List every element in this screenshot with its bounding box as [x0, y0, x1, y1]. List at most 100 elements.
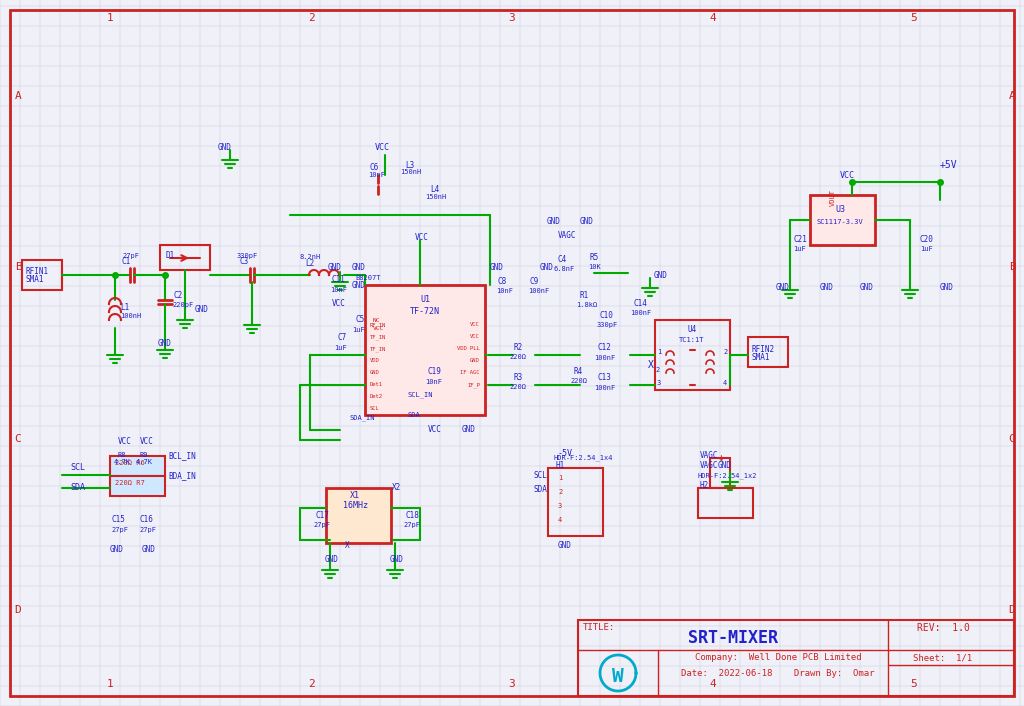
Text: VCC: VCC [332, 299, 346, 308]
Text: C21: C21 [794, 236, 808, 244]
Text: L3: L3 [406, 160, 415, 169]
Text: R9: R9 [140, 452, 148, 458]
Text: 330pF: 330pF [597, 322, 618, 328]
Text: 2: 2 [308, 13, 314, 23]
Text: GND: GND [110, 546, 124, 554]
Text: 10nF: 10nF [330, 287, 347, 293]
Bar [710, 458, 730, 488]
Text: H2: H2 [700, 481, 710, 489]
Text: GND: GND [540, 263, 554, 273]
Text: 1: 1 [558, 475, 562, 481]
Text: GND: GND [580, 217, 594, 227]
Text: C18: C18 [406, 510, 419, 520]
Text: GND: GND [390, 556, 403, 565]
Text: SC1117-3.3V: SC1117-3.3V [816, 219, 863, 225]
Text: SMA1: SMA1 [752, 352, 770, 361]
Text: SCL: SCL [534, 472, 548, 481]
Text: R4: R4 [573, 368, 583, 376]
Text: 220Ω: 220Ω [570, 378, 587, 384]
Text: VCC: VCC [140, 438, 154, 446]
Text: A: A [14, 91, 22, 101]
Text: C7: C7 [337, 333, 346, 342]
Text: 1uF: 1uF [334, 345, 347, 351]
Text: VDD PLL: VDD PLL [458, 347, 480, 352]
Text: C14: C14 [633, 299, 647, 308]
Text: 2: 2 [655, 367, 659, 373]
Text: GND: GND [470, 359, 480, 364]
Text: Det2: Det2 [370, 395, 383, 400]
Text: SDA: SDA [534, 486, 548, 494]
Text: GND: GND [328, 263, 342, 273]
Text: GND: GND [860, 284, 873, 292]
Text: 10K: 10K [588, 264, 601, 270]
Text: REV:  1.0: REV: 1.0 [916, 623, 970, 633]
Bar [655, 320, 730, 390]
Text: 5: 5 [910, 13, 916, 23]
Text: X2: X2 [392, 484, 401, 493]
Text: 4: 4 [723, 380, 727, 386]
Text: TF_IN: TF_IN [370, 346, 386, 352]
Text: 3: 3 [509, 13, 515, 23]
Text: RFIN1: RFIN1 [26, 268, 49, 277]
Text: VCC: VCC [428, 426, 442, 434]
Text: B: B [1009, 262, 1016, 273]
Text: C20: C20 [920, 236, 934, 244]
Text: +5V: +5V [940, 160, 957, 170]
Text: GND: GND [325, 556, 339, 565]
Text: C11: C11 [332, 275, 346, 285]
Text: IF_P: IF_P [467, 382, 480, 388]
Text: 16MHz: 16MHz [342, 501, 368, 510]
Text: 3: 3 [558, 503, 562, 509]
Text: VCC: VCC [840, 171, 855, 179]
Text: SDA: SDA [408, 412, 421, 418]
Text: C3: C3 [240, 258, 249, 266]
Text: 27pF: 27pF [139, 527, 156, 533]
Text: RFIN2: RFIN2 [752, 345, 775, 354]
Text: 220pF: 220pF [172, 302, 194, 308]
Text: W: W [612, 666, 624, 686]
Text: C4: C4 [557, 256, 566, 265]
Text: 220Ω: 220Ω [509, 384, 526, 390]
Text: GND: GND [195, 306, 209, 314]
Text: Sheet:  1/1: Sheet: 1/1 [913, 654, 973, 662]
Text: 4: 4 [710, 679, 716, 689]
Bar [110, 476, 165, 496]
Text: GND: GND [654, 272, 668, 280]
Bar [548, 468, 603, 536]
Bar [748, 337, 788, 367]
Bar [160, 245, 210, 270]
Text: VCC: VCC [373, 326, 384, 332]
Text: GND: GND [820, 284, 834, 292]
Text: 3: 3 [657, 380, 662, 386]
Text: C: C [1009, 433, 1016, 444]
Text: C1: C1 [122, 258, 131, 266]
Text: D1: D1 [165, 251, 174, 260]
Text: GND: GND [462, 426, 476, 434]
Bar [698, 488, 753, 518]
Text: 27pF: 27pF [403, 522, 420, 528]
Text: 1: 1 [108, 13, 114, 23]
Text: 1.8kΩ: 1.8kΩ [575, 302, 597, 308]
Text: B8207T: B8207T [355, 275, 381, 281]
Text: 4: 4 [710, 13, 716, 23]
Bar [578, 620, 1014, 696]
Bar [365, 285, 485, 415]
Text: 220Ω R7: 220Ω R7 [115, 480, 144, 486]
Text: 5: 5 [910, 679, 916, 689]
Text: RF_IN: RF_IN [370, 322, 386, 328]
Text: U1: U1 [420, 296, 430, 304]
Text: 1uF: 1uF [793, 246, 806, 252]
Text: VCC: VCC [470, 335, 480, 340]
Text: VAGC: VAGC [558, 232, 577, 241]
Text: TF_IN: TF_IN [370, 334, 386, 340]
Text: VAGC: VAGC [700, 460, 719, 469]
Text: GND: GND [218, 143, 231, 152]
Text: 220Ω: 220Ω [509, 354, 526, 360]
Text: 330pF: 330pF [237, 253, 258, 259]
Text: Date:  2022-06-18    Drawn By:  Omar: Date: 2022-06-18 Drawn By: Omar [681, 669, 874, 678]
Text: 10nF: 10nF [496, 288, 513, 294]
Text: D: D [1009, 605, 1016, 615]
Text: BCL_IN: BCL_IN [168, 452, 196, 460]
Text: 100nF: 100nF [594, 385, 615, 391]
Text: TC1:1T: TC1:1T [679, 337, 705, 343]
